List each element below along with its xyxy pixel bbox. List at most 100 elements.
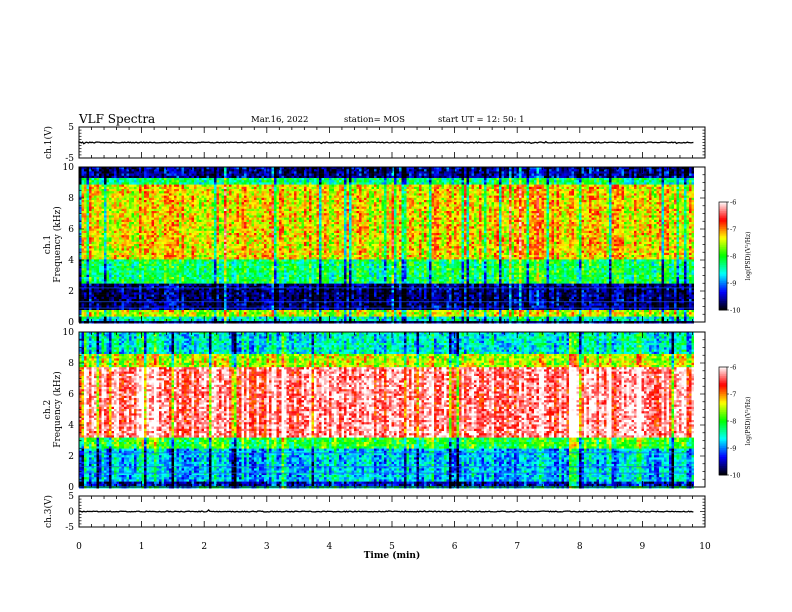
spectrogram-cell (579, 180, 582, 183)
spectrogram-cell (154, 198, 157, 201)
spectrogram-cell (267, 193, 270, 196)
spectrogram-cell (154, 202, 157, 205)
spectrogram-cell (289, 174, 292, 177)
spectrogram-cell (194, 200, 197, 203)
spectrogram-cell (509, 185, 512, 188)
spectrogram-cell (497, 171, 500, 174)
spectrogram-cell (622, 189, 625, 192)
spectrogram-cell (87, 182, 90, 185)
spectrogram-cell (129, 200, 132, 203)
spectrogram-cell (592, 196, 595, 199)
spectrogram-cell (417, 204, 420, 207)
spectrogram-cell (602, 174, 605, 177)
spectrogram-cell (587, 176, 590, 179)
spectrogram-cell (512, 198, 515, 201)
spectrogram-cell (692, 182, 695, 185)
spectrogram-cell (399, 187, 402, 190)
spectrogram-cell (249, 169, 252, 172)
spectrogram-cell (382, 182, 385, 185)
spectrogram-cell (667, 196, 670, 199)
spectrogram-cell (437, 200, 440, 203)
spectrogram-cell (417, 182, 420, 185)
spectrogram-cell (574, 196, 577, 199)
spectrogram-cell (204, 174, 207, 177)
spectrogram-cell (164, 182, 167, 185)
spectrogram-cell (602, 187, 605, 190)
spectrogram-cell (162, 169, 165, 172)
spectrogram-cell (679, 191, 682, 194)
spectrogram-cell (619, 176, 622, 179)
spectrogram-cell (422, 189, 425, 192)
spectrogram-cell (299, 193, 302, 196)
spectrogram-cell (639, 198, 642, 201)
spectrogram-cell (647, 182, 650, 185)
spectrogram-cell (267, 174, 270, 177)
spectrogram-cell (639, 171, 642, 174)
spectrogram-cell (624, 191, 627, 194)
spectrogram-cell (154, 191, 157, 194)
spectrogram-cell (139, 174, 142, 177)
spectrogram-cell (242, 185, 245, 188)
spectrogram-cell (204, 204, 207, 207)
spectrogram-cell (174, 180, 177, 183)
spectrogram-cell (459, 178, 462, 181)
spectrogram-cell (464, 200, 467, 203)
spectrogram-cell (594, 174, 597, 177)
spectrogram-cell (397, 171, 400, 174)
spectrogram-cell (327, 196, 330, 199)
spectrogram-cell (594, 169, 597, 172)
spectrogram-cell (444, 174, 447, 177)
spectrogram-cell (569, 193, 572, 196)
spectrogram-cell (672, 191, 675, 194)
spectrogram-cell (577, 200, 580, 203)
spectrogram-cell (622, 193, 625, 196)
spectrogram-cell (397, 202, 400, 205)
spectrogram-cell (209, 185, 212, 188)
spectrogram-cell (274, 176, 277, 179)
spectrogram-cell (217, 185, 220, 188)
spectrogram-cell (512, 191, 515, 194)
spectrogram-cell (152, 174, 155, 177)
spectrogram-cell (669, 171, 672, 174)
spectrogram-cell (447, 200, 450, 203)
spectrogram-cell (272, 193, 275, 196)
spectrogram-cell (649, 182, 652, 185)
spectrogram-cell (192, 176, 195, 179)
spectrogram-cell (157, 171, 160, 174)
spectrogram-cell (567, 202, 570, 205)
spectrogram-cell (582, 169, 585, 172)
spectrogram-cell (294, 202, 297, 205)
spectrogram-cell (164, 204, 167, 207)
spectrogram-cell (337, 198, 340, 201)
spectrogram-cell (464, 169, 467, 172)
spectrogram-cell (177, 174, 180, 177)
spectrogram-cell (424, 180, 427, 183)
spectrogram-cell (492, 200, 495, 203)
spectrogram-cell (434, 180, 437, 183)
spectrogram-cell (502, 189, 505, 192)
spectrogram-cell (454, 202, 457, 205)
spectrogram-cell (457, 180, 460, 183)
spectrogram-cell (304, 198, 307, 201)
spectrogram-cell (494, 169, 497, 172)
spectrogram-cell (142, 187, 145, 190)
spectrogram-cell (644, 193, 647, 196)
spectrogram-cell (627, 176, 630, 179)
spectrogram-cell (569, 198, 572, 201)
spectrogram-cell (399, 182, 402, 185)
spectrogram-cell (359, 169, 362, 172)
spectrogram-cell (332, 182, 335, 185)
spectrogram-cell (554, 180, 557, 183)
spectrogram-cell (437, 180, 440, 183)
spectrogram-cell (497, 187, 500, 190)
spectrogram-cell (537, 198, 540, 201)
spectrogram-cell (432, 174, 435, 177)
spectrogram-cell (132, 178, 135, 181)
spectrogram-cell (462, 202, 465, 205)
spectrogram-cell (102, 200, 105, 203)
spectrogram-cell (597, 178, 600, 181)
spectrogram-cell (659, 178, 662, 181)
spectrogram-cell (624, 202, 627, 205)
spectrogram-cell (149, 169, 152, 172)
spectrogram-cell (434, 174, 437, 177)
